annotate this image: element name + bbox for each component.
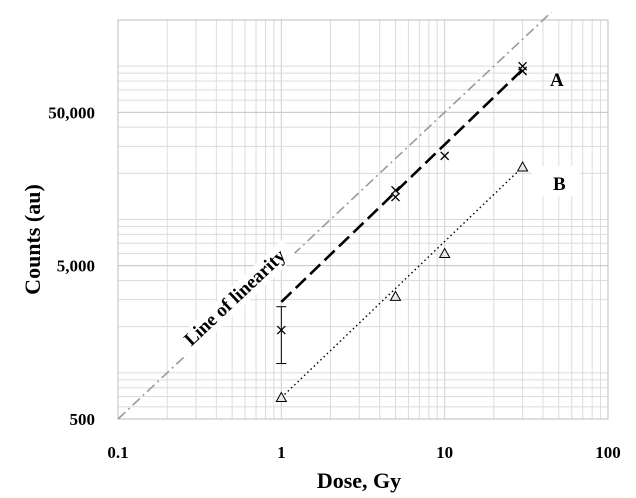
y-axis-title: Counts (au) (20, 184, 45, 295)
x-tick-label: 10 (436, 443, 453, 462)
data-markers (275, 61, 529, 403)
y-tick-label: 5,000 (57, 257, 95, 276)
series-a-label: A (550, 70, 564, 91)
series-a-point (276, 325, 286, 335)
linearity-label-background (174, 239, 297, 357)
plot-frame (117, 19, 609, 420)
x-tick-labels: 0.1 1 10 100 (107, 443, 620, 462)
series-b-label: B (553, 174, 566, 195)
x-tick-label: 0.1 (107, 443, 128, 462)
series-b-point (389, 290, 402, 301)
error-bars (276, 306, 287, 365)
series-b-point (275, 391, 288, 403)
x-tick-label: 1 (277, 443, 286, 462)
series-a-point (391, 185, 400, 195)
grid (117, 19, 609, 420)
x-tick-label: 100 (595, 443, 621, 462)
linearity-line (117, 11, 552, 420)
series-a-point (440, 151, 450, 161)
series-a-point (391, 192, 400, 202)
x-axis-title: Dose, Gy (317, 468, 401, 493)
series-b-point (516, 160, 529, 172)
series-b-label-background (532, 166, 580, 196)
series-b-point (438, 247, 451, 259)
series-a-point (518, 61, 528, 71)
series-b-fit-line (280, 166, 524, 399)
linearity-line-group (117, 11, 580, 420)
y-tick-labels: 500 5,000 50,000 (48, 103, 95, 429)
y-tick-label: 50,000 (48, 103, 95, 122)
fit-lines (280, 68, 524, 399)
series-a-fit-line (280, 68, 524, 303)
y-tick-label: 500 (70, 410, 96, 429)
